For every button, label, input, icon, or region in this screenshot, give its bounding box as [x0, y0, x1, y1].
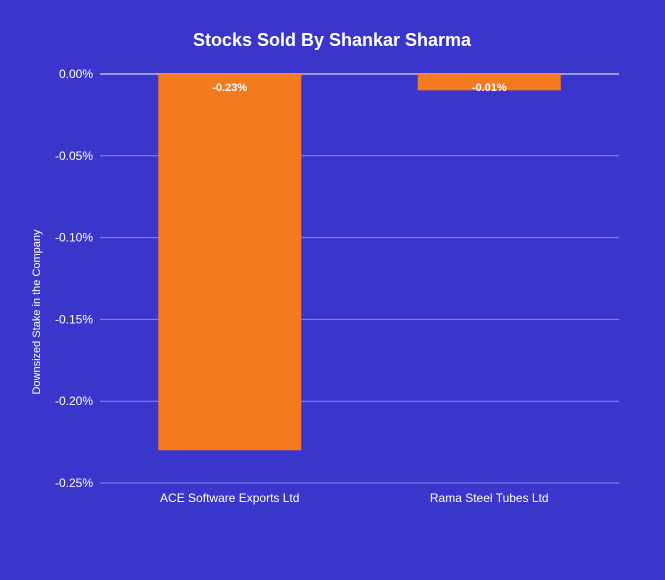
bar	[417, 74, 561, 91]
x-tick-label: ACE Software Exports Ltd	[160, 491, 299, 505]
data-labels: -0.23% -0.01%	[212, 82, 507, 94]
y-tick-label: -0.25%	[55, 476, 93, 490]
x-axis-ticks: ACE Software Exports Ltd Rama Steel Tubes…	[160, 491, 549, 505]
bar	[158, 74, 302, 451]
y-axis-label: Downsized Stake in the Company	[31, 229, 43, 395]
data-label: -0.23%	[212, 82, 247, 94]
bars	[158, 74, 561, 451]
y-tick-label: -0.05%	[55, 149, 93, 163]
x-tick-label: Rama Steel Tubes Ltd	[430, 491, 549, 505]
y-tick-label: -0.15%	[55, 312, 93, 326]
y-axis-ticks: 0.00% -0.05% -0.10% -0.15% -0.20% -0.25%	[55, 67, 93, 490]
y-tick-label: -0.10%	[55, 231, 93, 245]
data-label: -0.01%	[472, 82, 507, 94]
chart-title: Stocks Sold By Shankar Sharma	[193, 30, 472, 50]
y-tick-label: 0.00%	[59, 67, 93, 81]
y-tick-label: -0.20%	[55, 394, 93, 408]
